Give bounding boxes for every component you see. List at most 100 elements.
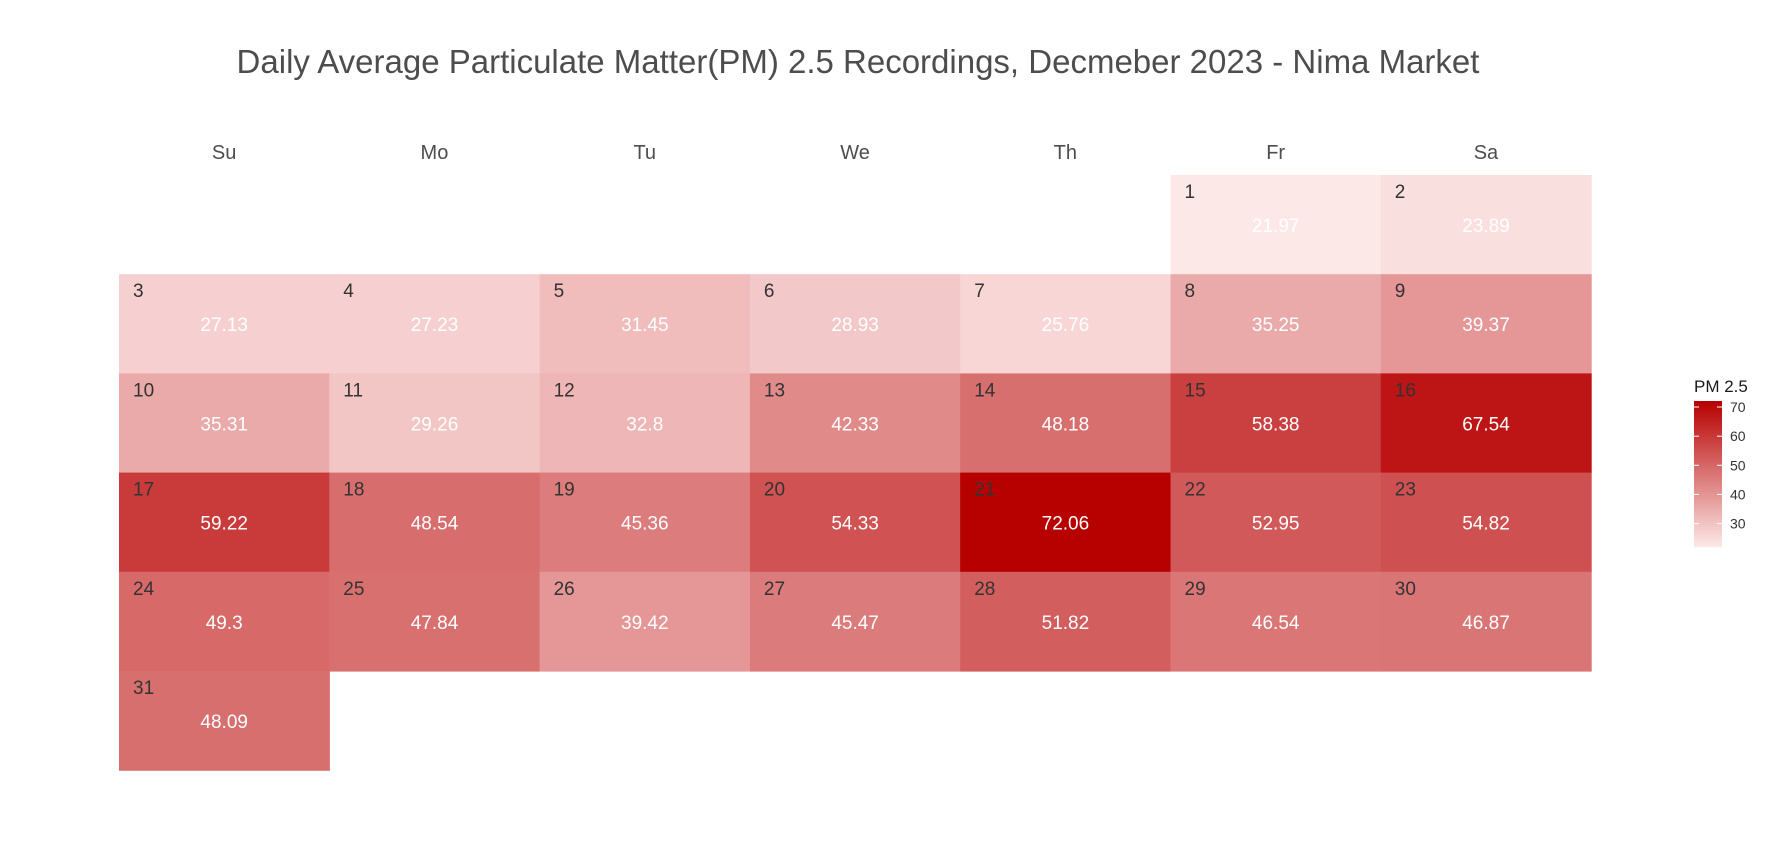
- day-value-27: 45.47: [831, 613, 879, 634]
- day-number-8: 8: [1185, 281, 1196, 302]
- day-value-24: 49.3: [206, 613, 243, 634]
- day-cell-24: 24 49.3: [119, 571, 330, 672]
- day-value-29: 46.54: [1252, 613, 1300, 634]
- weekday-label-fr: Fr: [1266, 142, 1285, 164]
- day-number-26: 26: [554, 579, 575, 600]
- day-value-31: 48.09: [200, 712, 248, 733]
- day-value-5: 31.45: [621, 315, 669, 336]
- day-tile-25: [329, 571, 541, 672]
- day-cell-30: 30 46.87: [1380, 571, 1592, 672]
- chart-title: Daily Average Particulate Matter(PM) 2.5…: [237, 43, 1480, 80]
- day-number-4: 4: [343, 281, 354, 302]
- day-cell-27: 27 45.47: [749, 571, 961, 672]
- day-value-11: 29.26: [411, 414, 459, 435]
- day-cell-18: 18 48.54: [329, 472, 541, 573]
- day-number-28: 28: [974, 579, 995, 600]
- day-cell-14: 14 48.18: [960, 373, 1172, 474]
- day-cell-2: 223.89: [1380, 175, 1592, 275]
- day-number-3: 3: [133, 281, 144, 302]
- day-tile-6: [749, 274, 961, 374]
- day-cell-31: 31 48.09: [119, 671, 330, 771]
- day-cell-29: 29 46.54: [1170, 571, 1382, 672]
- day-tile-24: [119, 571, 330, 672]
- day-number-11: 11: [343, 380, 363, 401]
- day-number-20: 20: [764, 480, 785, 501]
- day-cell-1: 121.97: [1170, 175, 1382, 275]
- day-value-3: 27.13: [200, 315, 248, 336]
- day-value-2: 23.89: [1462, 216, 1510, 237]
- day-cell-16: 16 67.54: [1380, 373, 1592, 474]
- legend-tick-50: 50: [1694, 457, 1746, 473]
- day-tile-12: [539, 373, 751, 474]
- day-number-10: 10: [133, 380, 154, 401]
- weekday-label-su: Su: [212, 142, 236, 164]
- day-number-16: 16: [1395, 380, 1416, 401]
- day-cell-6: 628.93: [749, 274, 961, 374]
- day-tile-18: [329, 472, 541, 573]
- day-tile-22: [1170, 472, 1382, 573]
- weekday-label-tu: Tu: [633, 142, 656, 164]
- day-number-17: 17: [133, 480, 154, 501]
- weekday-label-we: We: [840, 142, 870, 164]
- day-value-13: 42.33: [831, 414, 879, 435]
- day-value-21: 72.06: [1042, 514, 1090, 535]
- weekday-label-th: Th: [1054, 142, 1077, 164]
- day-cell-12: 12 32.8: [539, 373, 751, 474]
- weekday-label-mo: Mo: [421, 142, 449, 164]
- day-cell-23: 23 54.82: [1380, 472, 1592, 573]
- day-tile-15: [1170, 373, 1382, 474]
- day-number-14: 14: [974, 380, 996, 401]
- weekday-label-sa: Sa: [1474, 142, 1499, 164]
- day-value-6: 28.93: [831, 315, 879, 336]
- day-tile-2: [1380, 175, 1592, 275]
- day-number-9: 9: [1395, 281, 1406, 302]
- day-value-10: 35.31: [200, 414, 248, 435]
- day-tile-19: [539, 472, 751, 573]
- day-number-29: 29: [1185, 579, 1206, 600]
- day-number-18: 18: [343, 480, 364, 501]
- legend-tick-label: 70: [1730, 399, 1746, 415]
- day-value-16: 67.54: [1462, 414, 1510, 435]
- day-value-8: 35.25: [1252, 315, 1300, 336]
- day-cell-21: 21 72.06: [960, 472, 1172, 573]
- day-cell-26: 26 39.42: [539, 571, 751, 672]
- day-value-1: 21.97: [1252, 216, 1300, 237]
- day-tile-4: [329, 274, 541, 374]
- legend-tick-label: 30: [1730, 516, 1746, 532]
- legend-tick-label: 40: [1730, 486, 1746, 502]
- weekday-labels: Su Mo Tu We Th Fr Sa: [212, 142, 1499, 164]
- day-cell-17: 17 59.22: [119, 472, 330, 573]
- day-value-22: 52.95: [1252, 514, 1300, 535]
- day-value-4: 27.23: [411, 315, 459, 336]
- day-tile-14: [960, 373, 1172, 474]
- day-tile-29: [1170, 571, 1382, 672]
- legend-tick-40: 40: [1694, 486, 1746, 502]
- day-number-2: 2: [1395, 182, 1406, 203]
- legend-colorbar: [1694, 401, 1722, 547]
- day-tile-3: [119, 274, 330, 374]
- day-cell-15: 15 58.38: [1170, 373, 1382, 474]
- day-tile-13: [749, 373, 961, 474]
- day-value-26: 39.42: [621, 613, 669, 634]
- day-cell-10: 10 35.31: [119, 373, 330, 474]
- day-cell-4: 427.23: [329, 274, 541, 374]
- legend-tick-60: 60: [1694, 428, 1746, 444]
- day-tile-28: [960, 571, 1172, 672]
- day-number-25: 25: [343, 579, 364, 600]
- day-number-22: 22: [1185, 480, 1206, 501]
- day-tile-21: [960, 472, 1172, 573]
- day-cell-3: 327.13: [119, 274, 330, 374]
- day-value-15: 58.38: [1252, 414, 1300, 435]
- day-tile-20: [749, 472, 961, 573]
- day-number-1: 1: [1185, 182, 1196, 203]
- day-value-28: 51.82: [1042, 613, 1090, 634]
- day-tile-8: [1170, 274, 1382, 374]
- day-number-12: 12: [554, 380, 575, 401]
- day-value-17: 59.22: [200, 514, 248, 535]
- day-tile-10: [119, 373, 330, 474]
- day-tile-5: [539, 274, 751, 374]
- day-number-15: 15: [1185, 380, 1206, 401]
- day-value-20: 54.33: [831, 514, 879, 535]
- calendar-cells: 121.97223.89327.13427.23531.45628.93725.…: [119, 175, 1592, 771]
